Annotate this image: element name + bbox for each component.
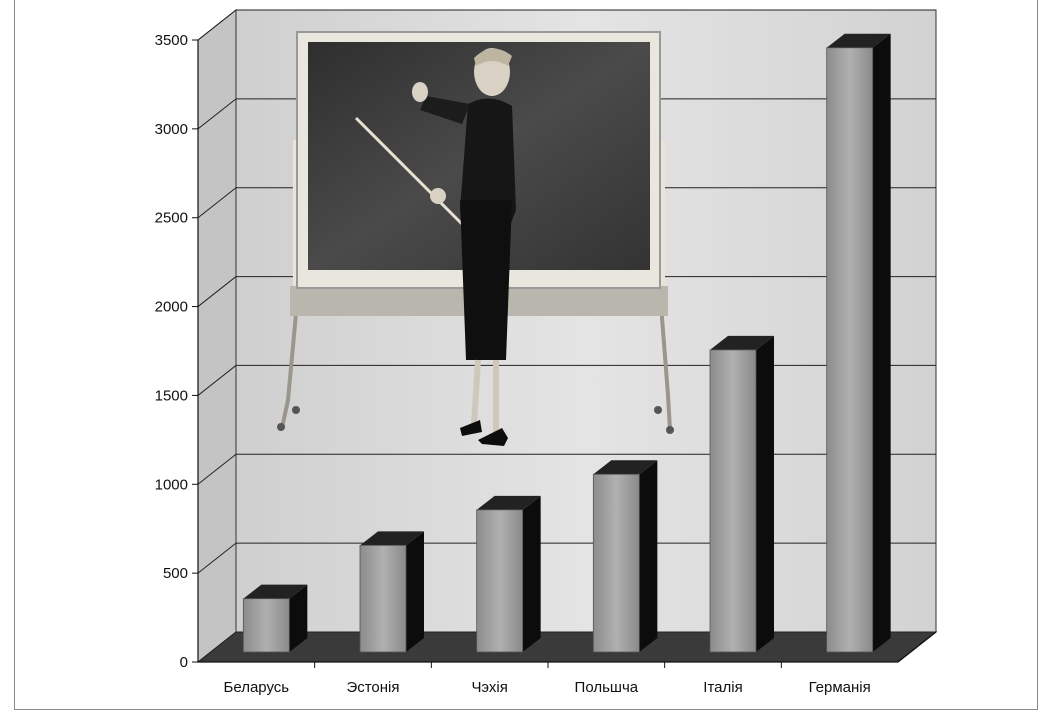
gridline-side-1000 bbox=[197, 453, 237, 485]
x-tick-label-3: Польшча bbox=[575, 679, 639, 696]
bar-top-0 bbox=[243, 584, 308, 599]
x-tick-label-4: Італія bbox=[703, 679, 742, 696]
bar-front-0 bbox=[242, 598, 290, 653]
y-tick-label-3000: 3000 bbox=[155, 121, 188, 138]
bar-top-1 bbox=[360, 531, 424, 546]
y-tick-label-1500: 1500 bbox=[155, 387, 188, 404]
chart-frame bbox=[14, 0, 1038, 710]
bar-1 bbox=[359, 531, 424, 653]
bar-0 bbox=[242, 584, 308, 653]
y-tick-label-3500: 3500 bbox=[155, 32, 188, 49]
gridline-side-3500 bbox=[197, 9, 237, 41]
y-tick-label-0: 0 bbox=[180, 654, 188, 671]
chart-floor bbox=[196, 631, 938, 663]
bar-side-2 bbox=[522, 495, 541, 652]
bar-side-1 bbox=[406, 531, 424, 652]
bars bbox=[242, 33, 891, 653]
x-tick-label-2: Чэхія bbox=[471, 679, 507, 696]
bar-front-3 bbox=[592, 473, 640, 653]
teacher-blackboard-illustration bbox=[277, 31, 674, 446]
bar-side-4 bbox=[756, 335, 774, 652]
bar-5 bbox=[826, 33, 891, 653]
bar-3 bbox=[592, 460, 658, 653]
gridline-side-1500 bbox=[197, 365, 237, 396]
gridline-side-500 bbox=[197, 542, 237, 574]
floor-edge-right bbox=[897, 631, 937, 663]
chart-side-wall bbox=[197, 8, 237, 664]
bar-top-2 bbox=[476, 495, 541, 510]
bar-front-1 bbox=[359, 544, 407, 653]
x-tick-label-0: Беларусь bbox=[224, 679, 290, 696]
bar-2 bbox=[476, 495, 541, 653]
y-tick-label-1000: 1000 bbox=[155, 476, 188, 493]
x-tick-label-5: Германія bbox=[809, 679, 871, 696]
bar-front-2 bbox=[476, 509, 524, 653]
bar-front-4 bbox=[709, 349, 757, 653]
x-tick-label-1: Эстонія bbox=[346, 679, 399, 696]
gridline-side-3000 bbox=[197, 98, 237, 130]
bar-side-3 bbox=[639, 460, 658, 652]
x-axis-labels: Беларусь Эстонія Чэхія Польшча Італія Германі… bbox=[224, 662, 871, 696]
bar-side-0 bbox=[289, 584, 308, 652]
bar-top-3 bbox=[593, 460, 658, 475]
gridline-side-2500 bbox=[197, 187, 237, 219]
y-axis-ticks: 0 500 1000 1500 2000 2500 3000 3500 bbox=[155, 32, 198, 671]
bar-top-5 bbox=[826, 33, 891, 48]
y-tick-label-2000: 2000 bbox=[155, 299, 188, 316]
bar-front-5 bbox=[826, 47, 874, 653]
bar-4 bbox=[709, 335, 774, 653]
gridline-side-2000 bbox=[197, 276, 237, 307]
bar-top-4 bbox=[710, 335, 774, 350]
bar-side-5 bbox=[872, 33, 891, 653]
y-tick-label-2500: 2500 bbox=[155, 210, 188, 227]
y-tick-label-500: 500 bbox=[163, 565, 188, 582]
